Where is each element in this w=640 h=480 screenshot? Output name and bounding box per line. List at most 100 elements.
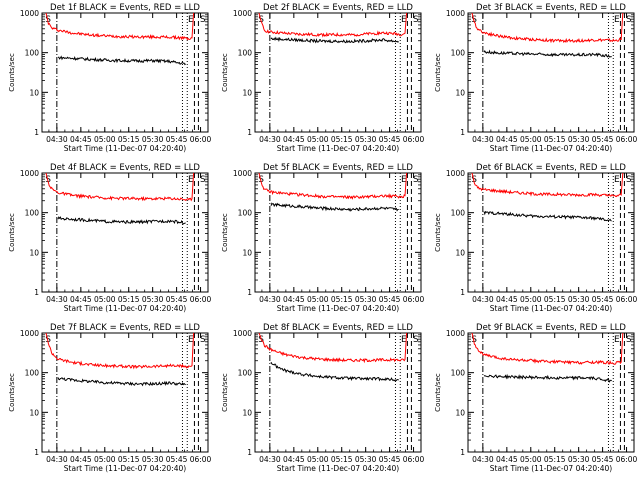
x-tick-label: 05:45 <box>592 455 614 464</box>
chart-panel-1: Det 1f BLACK = Events, RED = LLD 1 10 100 10… <box>8 3 212 153</box>
x-tick-label: 05:30 <box>355 455 377 464</box>
x-tick-label: 05:30 <box>142 135 164 144</box>
corner-label: S <box>200 175 206 185</box>
x-axis-label: Start Time (11-Dec-07 04:20:40) <box>277 304 399 313</box>
corner-label: S <box>45 15 51 25</box>
lld-series-line <box>45 12 195 41</box>
chart-panel-2: Det 2f BLACK = Events, RED = LLD 1 10 100 10… <box>221 3 425 153</box>
y-tick-label: 10 <box>29 408 39 417</box>
x-tick-label: 05:30 <box>142 455 164 464</box>
x-tick-label: 06:00 <box>403 135 425 144</box>
x-tick-label: 05:30 <box>568 295 590 304</box>
x-tick-label: 05:45 <box>166 295 188 304</box>
x-tick-label: 05:15 <box>118 135 140 144</box>
x-tick-label: 05:45 <box>592 135 614 144</box>
x-axis-label: Start Time (11-Dec-07 04:20:40) <box>64 144 186 153</box>
chart-title: Det 1f BLACK = Events, RED = LLD <box>50 3 200 13</box>
y-tick-label: 10 <box>455 408 465 417</box>
x-tick-label: 04:30 <box>259 135 281 144</box>
x-tick-label: 06:00 <box>616 135 638 144</box>
y-tick-label: 1 <box>34 128 39 137</box>
corner-label: S <box>626 15 632 25</box>
corner-label: E <box>614 335 620 345</box>
y-tick-label: 100 <box>238 369 253 378</box>
x-tick-label: 04:45 <box>70 295 92 304</box>
x-tick-label: 05:15 <box>331 135 353 144</box>
y-tick-label: 100 <box>451 209 466 218</box>
x-tick-label: 05:00 <box>307 135 329 144</box>
y-axis-label: Counts/sec <box>434 373 442 412</box>
x-tick-label: 05:30 <box>355 135 377 144</box>
chart-panel-8: Det 8f BLACK = Events, RED = LLD 1 10 100 10… <box>221 323 425 473</box>
chart-panel-7: Det 7f BLACK = Events, RED = LLD 1 10 100 10… <box>8 323 212 473</box>
y-tick-label: 1 <box>460 128 465 137</box>
lld-series-line <box>258 332 408 364</box>
y-tick-label: 10 <box>455 248 465 257</box>
x-tick-label: 04:30 <box>46 135 68 144</box>
y-tick-label: 100 <box>451 49 466 58</box>
corner-label: E <box>188 15 194 25</box>
y-tick-label: 10 <box>242 248 252 257</box>
y-tick-label: 1000 <box>446 9 465 18</box>
x-tick-label: 05:00 <box>94 455 116 464</box>
plot-frame <box>467 332 635 453</box>
corner-label: S <box>258 175 264 185</box>
x-axis-label: Start Time (11-Dec-07 04:20:40) <box>490 464 612 473</box>
corner-label: S <box>413 15 419 25</box>
x-tick-label: 05:45 <box>379 135 401 144</box>
lld-series-line <box>45 172 195 202</box>
y-axis-label: Counts/sec <box>434 53 442 92</box>
y-tick-label: 1 <box>247 448 252 457</box>
y-axis-label: Counts/sec <box>8 373 16 412</box>
x-axis-label: Start Time (11-Dec-07 04:20:40) <box>277 464 399 473</box>
plot-frame <box>41 172 209 293</box>
y-tick-label: 1 <box>34 288 39 297</box>
x-tick-label: 04:45 <box>496 455 518 464</box>
y-tick-label: 100 <box>25 49 40 58</box>
y-tick-label: 1000 <box>233 329 252 338</box>
chart-panel-5: Det 5f BLACK = Events, RED = LLD 1 10 100 10… <box>221 163 425 313</box>
chart-panel-6: Det 6f BLACK = Events, RED = LLD 1 10 100 10… <box>434 163 638 313</box>
lld-series-line <box>471 12 624 44</box>
chart-title: Det 6f BLACK = Events, RED = LLD <box>476 163 626 173</box>
y-axis-label: Counts/sec <box>221 53 229 92</box>
x-tick-label: 05:45 <box>379 455 401 464</box>
y-tick-label: 1 <box>247 128 252 137</box>
x-tick-label: 05:00 <box>307 455 329 464</box>
x-tick-label: 04:45 <box>496 135 518 144</box>
plot-frame <box>254 12 422 133</box>
events-series-line <box>270 361 399 382</box>
chart-title: Det 9f BLACK = Events, RED = LLD <box>476 323 626 333</box>
y-tick-label: 100 <box>451 369 466 378</box>
y-axis-label: Counts/sec <box>434 213 442 252</box>
x-tick-label: 04:30 <box>472 455 494 464</box>
y-tick-label: 1000 <box>446 169 465 178</box>
x-tick-label: 06:00 <box>616 295 638 304</box>
x-tick-label: 05:15 <box>331 295 353 304</box>
x-tick-label: 04:45 <box>283 455 305 464</box>
y-tick-label: 1000 <box>233 169 252 178</box>
x-tick-label: 04:45 <box>70 135 92 144</box>
y-tick-label: 1000 <box>20 169 39 178</box>
x-tick-label: 05:45 <box>166 135 188 144</box>
y-tick-label: 1000 <box>233 9 252 18</box>
corner-label: S <box>471 175 477 185</box>
corner-label: S <box>200 335 206 345</box>
events-series-line <box>270 202 399 212</box>
chart-panel-3: Det 3f BLACK = Events, RED = LLD 1 10 100 10… <box>434 3 638 153</box>
x-tick-label: 06:00 <box>403 455 425 464</box>
x-tick-label: 05:00 <box>307 295 329 304</box>
x-axis-label: Start Time (11-Dec-07 04:20:40) <box>277 144 399 153</box>
x-tick-label: 04:30 <box>472 295 494 304</box>
corner-label: E <box>614 15 620 25</box>
events-series-line <box>483 49 612 58</box>
corner-label: E <box>401 175 407 185</box>
chart-panel-4: Det 4f BLACK = Events, RED = LLD 1 10 100 10… <box>8 163 212 313</box>
plot-frame <box>254 172 422 293</box>
x-tick-label: 06:00 <box>190 135 212 144</box>
events-series-line <box>270 36 399 44</box>
corner-label: S <box>626 175 632 185</box>
plot-frame <box>41 332 209 453</box>
lld-series-line <box>471 172 624 198</box>
